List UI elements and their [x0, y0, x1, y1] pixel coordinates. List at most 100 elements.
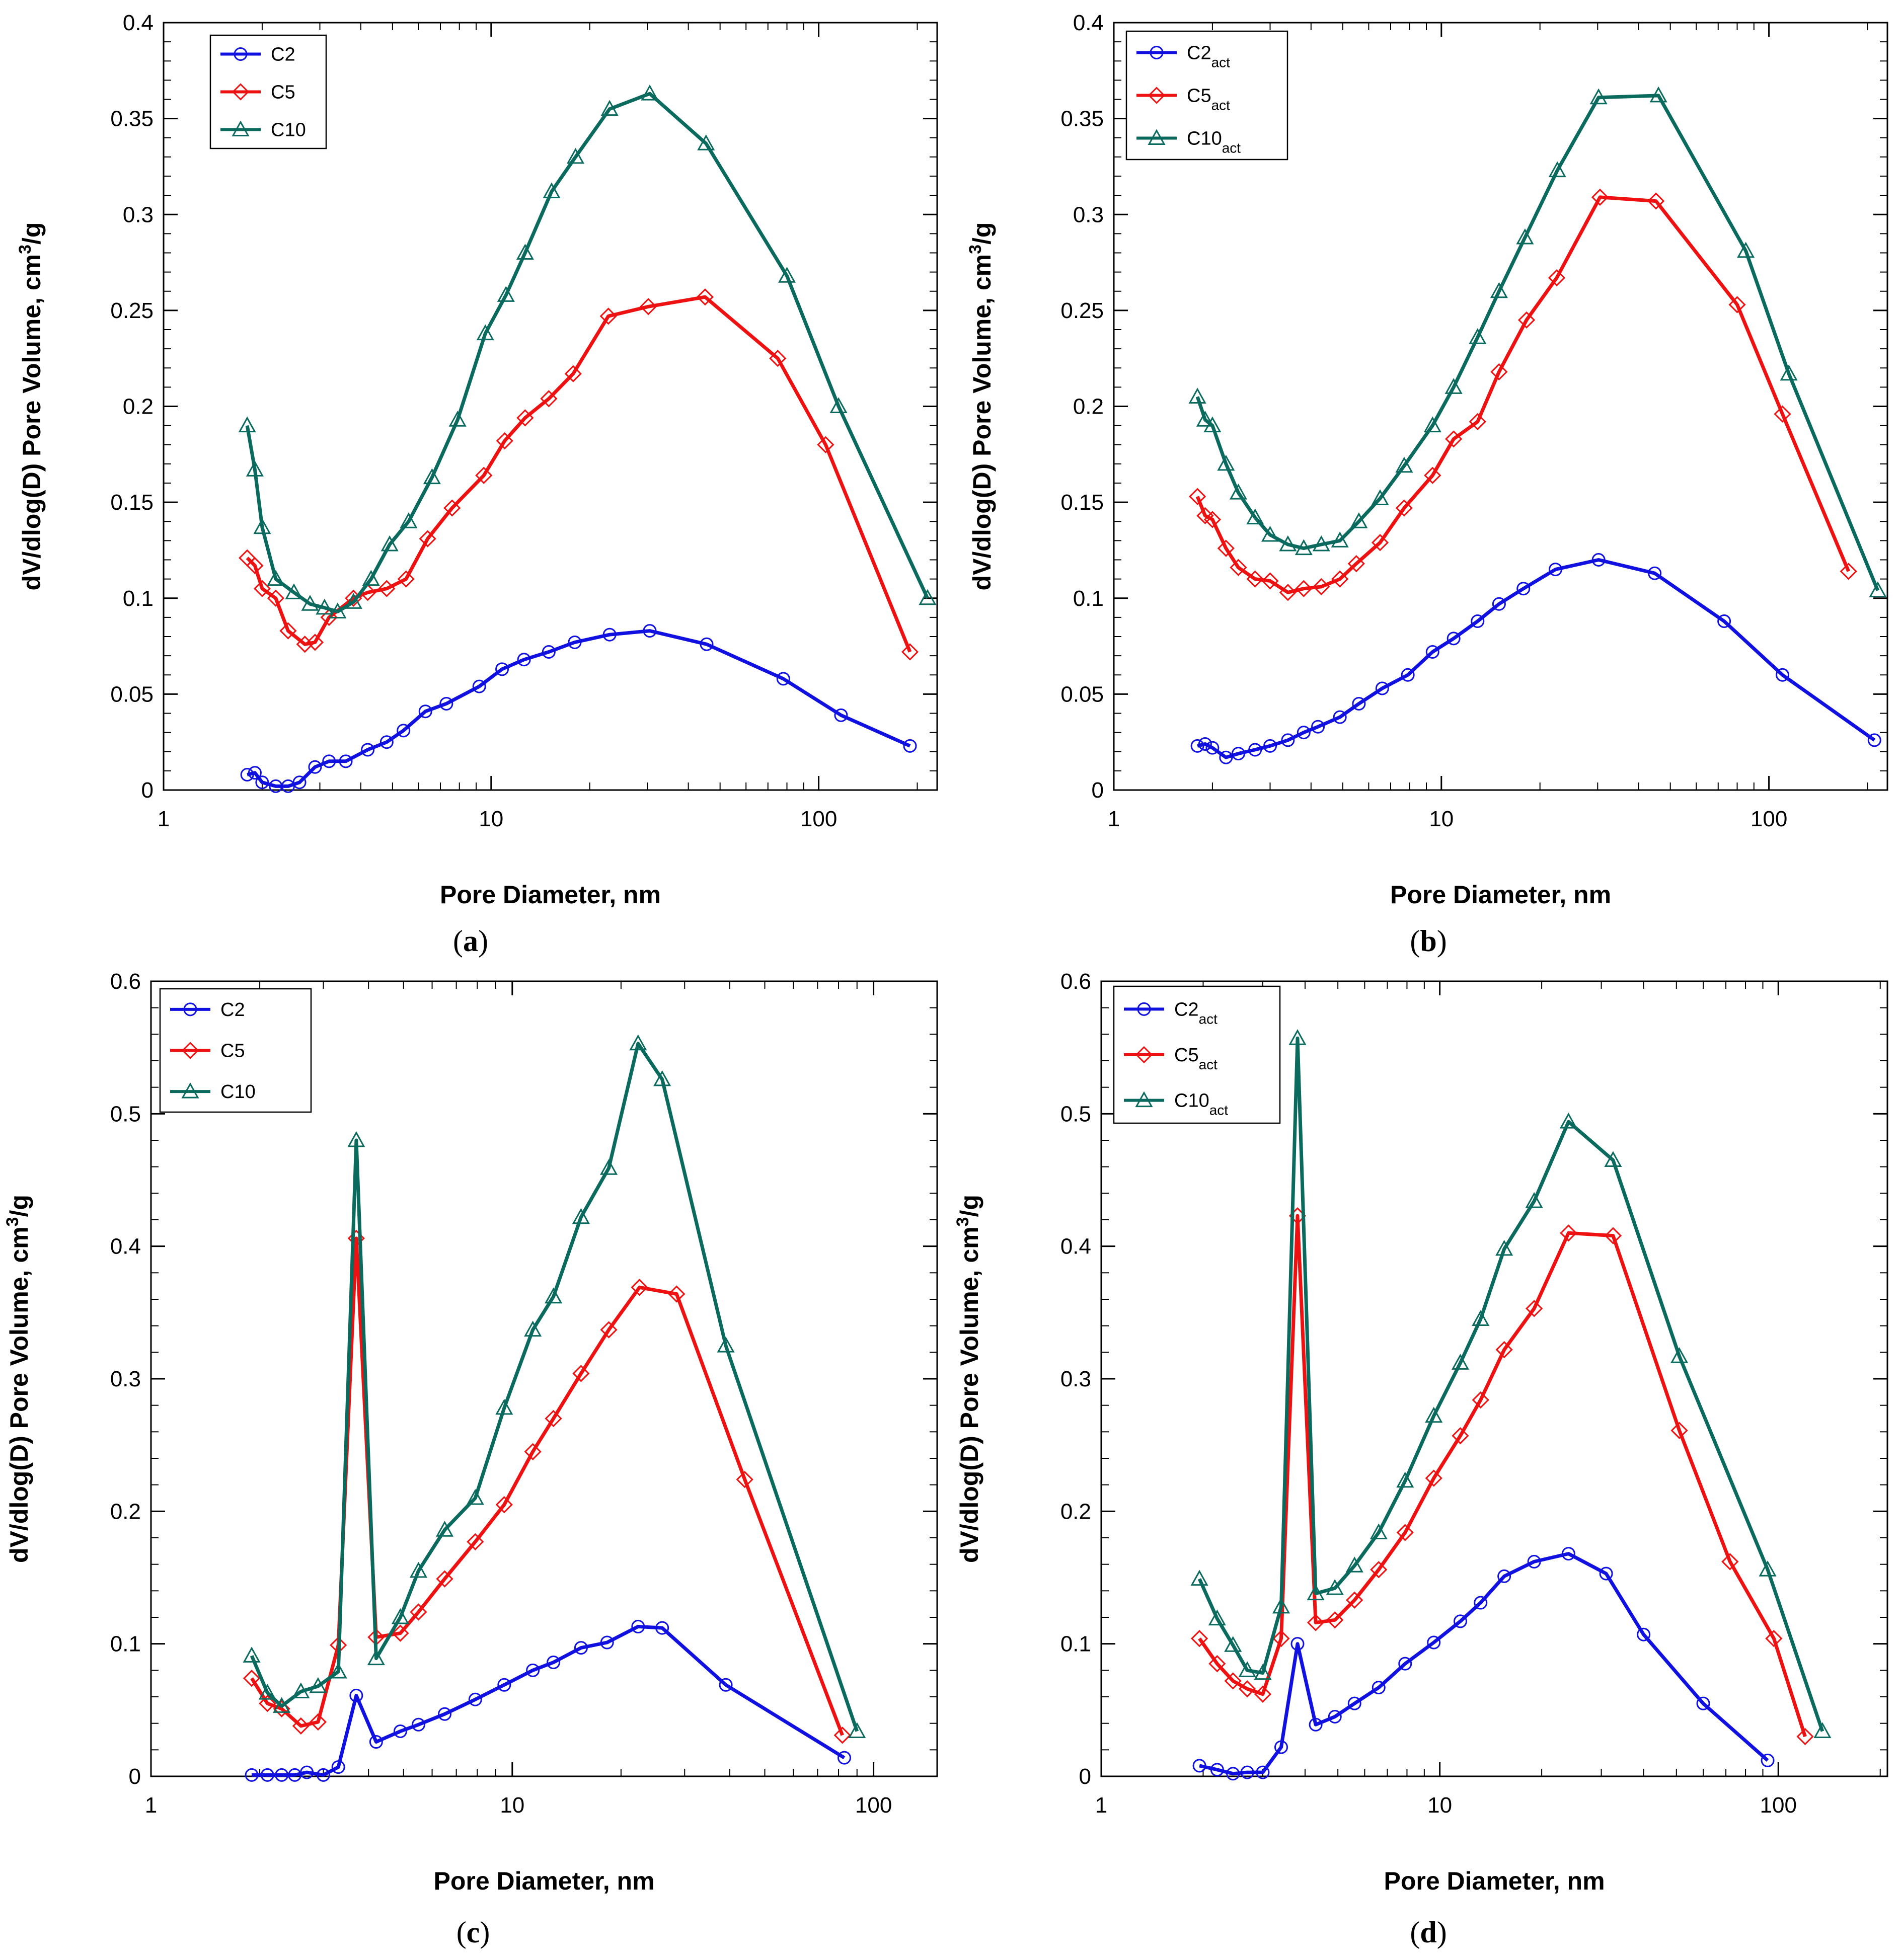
data-point: [1224, 1636, 1242, 1652]
data-point: [1261, 525, 1279, 542]
data-point: [1238, 1661, 1256, 1677]
y-tick-label: 0.3: [110, 1367, 141, 1391]
data-point: [600, 100, 619, 116]
data-point: [435, 1521, 454, 1537]
y-axis-title-sup: 3: [16, 245, 35, 254]
data-point: [409, 1561, 427, 1578]
data-point: [397, 570, 415, 588]
data-point: [1372, 1681, 1386, 1695]
data-point: [1229, 483, 1247, 500]
data-point: [1346, 1591, 1363, 1609]
panel-label-open: (: [457, 1916, 467, 1949]
y-tick-label: 0.25: [110, 298, 154, 323]
data-point: [1347, 555, 1365, 573]
data-point: [1326, 1579, 1344, 1595]
data-point: [1761, 1753, 1775, 1767]
series-line: [1195, 94, 1880, 591]
data-point: [475, 466, 493, 484]
x-tick-label: 100: [855, 1793, 892, 1818]
data-point: [526, 1663, 540, 1677]
data-point: [443, 499, 461, 517]
data-point: [1272, 1630, 1290, 1648]
data-point: [423, 468, 441, 485]
data-point: [1290, 1637, 1305, 1651]
data-point: [1205, 741, 1220, 755]
data-point: [476, 324, 494, 341]
legend-label-main: C10: [271, 120, 306, 141]
data-point: [1471, 614, 1485, 628]
legend-marker: [232, 83, 250, 101]
data-point: [516, 244, 534, 260]
data-point: [572, 1365, 590, 1382]
panel-label: (a): [453, 924, 488, 958]
data-point: [1813, 1722, 1832, 1738]
data-point: [540, 390, 558, 408]
data-point: [834, 708, 848, 722]
series-line: [1197, 1036, 1824, 1732]
y-axis-title-tail: /g: [955, 1195, 983, 1217]
data-point: [362, 570, 380, 586]
data-point: [1604, 1151, 1622, 1167]
data-point: [838, 1751, 852, 1765]
data-point: [1231, 747, 1245, 761]
data-point: [259, 1695, 276, 1712]
data-point: [301, 595, 319, 611]
y-tick-label: 0.3: [1060, 1367, 1091, 1391]
panel-label: (b): [1410, 924, 1447, 958]
data-point: [542, 645, 556, 659]
legend-label-main: C5: [1174, 1045, 1199, 1066]
legend-label-main: C5: [271, 82, 295, 103]
data-point: [778, 267, 796, 283]
data-point: [410, 1603, 427, 1621]
data-point: [1224, 1672, 1242, 1690]
data-point: [308, 760, 322, 774]
data-point: [1256, 1765, 1270, 1779]
y-tick-label: 0.5: [110, 1102, 141, 1126]
legend-label-sub: act: [1209, 1102, 1229, 1118]
panel-label-open: (: [1410, 1916, 1420, 1949]
data-point: [1309, 1717, 1323, 1732]
data-point: [1307, 1614, 1325, 1631]
y-tick-label: 0.2: [123, 395, 154, 419]
data-point: [776, 672, 790, 686]
legend-label: C10act: [1187, 128, 1241, 156]
series-C10: [238, 84, 937, 618]
y-axis-title-main: dV/dlog(D) Pore Volume, cm: [5, 1226, 33, 1563]
data-point: [568, 635, 582, 649]
data-point: [564, 365, 582, 382]
data-point: [379, 735, 394, 749]
data-point: [1295, 580, 1313, 597]
data-point: [1279, 584, 1297, 601]
data-point: [1331, 570, 1349, 588]
data-point: [1347, 1696, 1361, 1710]
data-point: [1492, 597, 1506, 611]
data-point: [524, 1443, 542, 1460]
series-line: [247, 629, 911, 788]
legend-label: C5: [271, 82, 295, 103]
y-tick-label: 0: [129, 1764, 141, 1789]
data-point: [306, 634, 324, 651]
data-point: [309, 1713, 327, 1731]
data-point: [258, 1684, 276, 1700]
y-tick-label: 0.15: [110, 490, 154, 515]
data-point: [1263, 739, 1277, 753]
data-point: [267, 589, 284, 607]
y-tick-label: 0.15: [1060, 490, 1104, 515]
legend-label: C2act: [1174, 999, 1218, 1027]
y-tick-label: 0: [141, 778, 154, 803]
data-point: [599, 307, 617, 325]
data-point: [1604, 1227, 1622, 1244]
data-point: [267, 570, 285, 586]
legend-label-sub: act: [1211, 54, 1231, 70]
data-point: [574, 1641, 588, 1655]
data-point: [497, 1678, 511, 1692]
series-C2-act: [1190, 553, 1881, 764]
data-point: [1452, 1427, 1469, 1445]
data-point: [1840, 563, 1857, 580]
data-point: [1469, 328, 1487, 344]
data-point: [397, 724, 411, 738]
data-point: [516, 409, 534, 427]
panel-label-letter: a: [463, 924, 478, 958]
data-point: [631, 1279, 648, 1296]
data-point: [1198, 737, 1212, 751]
